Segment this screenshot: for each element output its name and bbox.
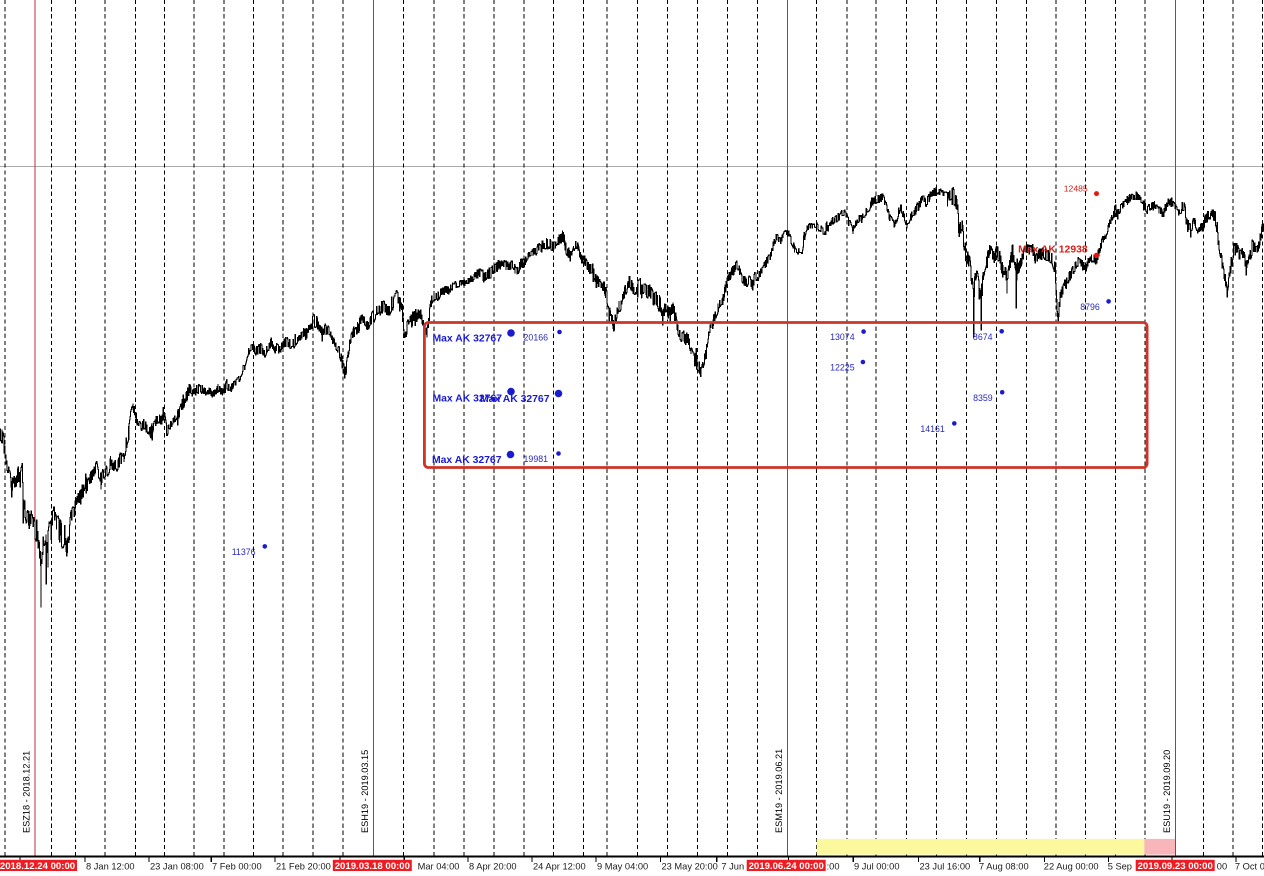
svg-text:23 Jan 08:00: 23 Jan 08:00: [150, 862, 204, 872]
svg-text:20166: 20166: [524, 333, 549, 343]
svg-text:ESH19 - 2019.03.15: ESH19 - 2019.03.15: [360, 750, 370, 833]
svg-text:8796: 8796: [1080, 302, 1100, 312]
svg-text:5 Sep: 5 Sep: [1108, 862, 1132, 872]
svg-text:7 Aug 08:00: 7 Aug 08:00: [979, 862, 1029, 872]
svg-text:24 Apr 12:00: 24 Apr 12:00: [533, 862, 586, 872]
svg-text:7 Oct 04:0: 7 Oct 04:0: [1235, 862, 1264, 872]
svg-text:ESU19 - 2019.09.20: ESU19 - 2019.09.20: [1162, 750, 1172, 833]
svg-text:Max AK 12938: Max AK 12938: [1018, 245, 1088, 256]
svg-text:12485: 12485: [1064, 184, 1088, 194]
svg-text:00: 00: [1217, 862, 1227, 872]
svg-text:Max AK 32767: Max AK 32767: [432, 393, 502, 404]
svg-text:2019.09.23 00:00: 2019.09.23 00:00: [1138, 861, 1213, 872]
svg-text:Max AK 32767: Max AK 32767: [432, 455, 502, 466]
svg-text:2019.03.18 00:00: 2019.03.18 00:00: [335, 861, 410, 872]
svg-text:21 Feb 20:00: 21 Feb 20:00: [276, 862, 331, 872]
svg-text:7 Feb 00:00: 7 Feb 00:00: [212, 862, 262, 872]
svg-text:9 May 04:00: 9 May 04:00: [597, 862, 648, 872]
svg-text:8674: 8674: [973, 332, 993, 342]
svg-text:19981: 19981: [524, 454, 549, 464]
svg-text:Max AK 32767: Max AK 32767: [432, 334, 502, 345]
svg-text:8 Apr 20:00: 8 Apr 20:00: [469, 862, 517, 872]
svg-text:22 Aug 00:00: 22 Aug 00:00: [1044, 862, 1099, 872]
svg-text:Mar 04:00: Mar 04:00: [418, 862, 460, 872]
svg-text:23 May 20:00: 23 May 20:00: [662, 862, 718, 872]
svg-text:23 Jul 16:00: 23 Jul 16:00: [920, 862, 971, 872]
svg-text:ESM19 - 2019.06.21: ESM19 - 2019.06.21: [774, 749, 784, 833]
svg-text::00: :00: [827, 862, 840, 872]
svg-text:8359: 8359: [973, 393, 993, 403]
svg-text:14161: 14161: [920, 424, 945, 434]
svg-text:13074: 13074: [830, 332, 855, 342]
svg-text:2018.12.24 00:00: 2018.12.24 00:00: [0, 861, 75, 872]
svg-text:9 Jul 00:00: 9 Jul 00:00: [854, 862, 900, 872]
svg-text:7 Jun: 7 Jun: [721, 862, 744, 872]
svg-text:2019.06.24 00:00: 2019.06.24 00:00: [749, 861, 824, 872]
svg-text:8 Jan 12:00: 8 Jan 12:00: [86, 862, 135, 872]
svg-text:ESZ18 - 2018.12.21: ESZ18 - 2018.12.21: [22, 751, 32, 833]
svg-text:12225: 12225: [830, 363, 855, 373]
svg-text:11376: 11376: [232, 547, 256, 557]
svg-text:Max AK 32767: Max AK 32767: [480, 394, 550, 405]
